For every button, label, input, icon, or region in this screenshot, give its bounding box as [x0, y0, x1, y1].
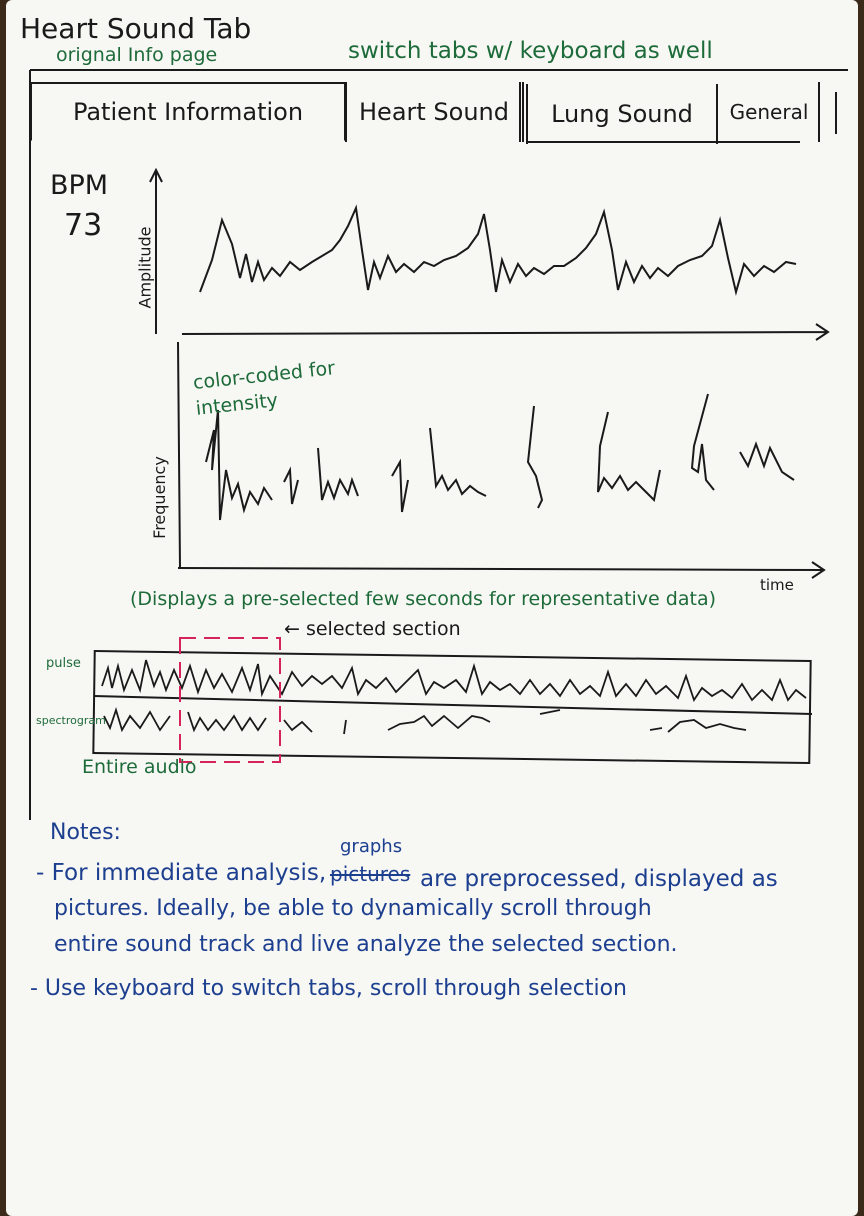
- overview-strip: [92, 649, 812, 765]
- notes-struck-word: pictures: [330, 862, 411, 886]
- notes-line-3: entire sound track and live analyze the …: [54, 932, 678, 957]
- time-axis-label: time: [760, 576, 794, 594]
- tab-lung-sound[interactable]: Lung Sound: [526, 84, 718, 144]
- keyboard-hint: switch tabs w/ keyboard as well: [348, 38, 713, 64]
- selected-section-label: ← selected section: [284, 618, 461, 640]
- entire-audio-label: Entire audio: [82, 756, 197, 778]
- pulse-row-label: pulse: [46, 656, 81, 671]
- tab-heart-sound[interactable]: Heart Sound: [346, 82, 524, 142]
- frequency-axis-y: [177, 341, 181, 569]
- content-frame: [29, 69, 848, 820]
- amplitude-waveform: [199, 204, 797, 296]
- bpm-label: BPM: [50, 170, 109, 201]
- overview-spectrogram-waveform: [103, 707, 747, 735]
- original-info-note: orignal Info page: [56, 44, 218, 66]
- frequency-axis-label: Frequency: [149, 456, 169, 539]
- selected-section-box: [179, 637, 281, 763]
- bpm-value: 73: [64, 208, 103, 243]
- amplitude-axis-label: Amplitude: [135, 226, 155, 309]
- amplitude-axis-x: [181, 323, 830, 341]
- notes-heading: Notes:: [50, 820, 121, 845]
- spectrogram-row-label: spectrogram: [36, 714, 106, 727]
- spectrogram-waveform: [205, 393, 795, 521]
- notes-line-2: pictures. Ideally, be able to dynamicall…: [54, 896, 652, 921]
- notes-inserted-word: graphs: [340, 836, 403, 857]
- frequency-axis-x: [177, 561, 826, 579]
- page-title: Heart Sound Tab: [20, 12, 252, 45]
- notes-line-1b: are preprocessed, displayed as: [420, 866, 778, 892]
- tab-general[interactable]: General: [720, 82, 820, 142]
- overview-divider: [93, 695, 813, 715]
- paper-sheet: [6, 0, 858, 1216]
- amplitude-axis-y: [149, 167, 163, 334]
- notes-line-4: - Use keyboard to switch tabs, scroll th…: [30, 976, 627, 1001]
- display-note: (Displays a pre-selected few seconds for…: [130, 588, 716, 610]
- notes-line-1a: - For immediate analysis,: [36, 860, 327, 886]
- overview-pulse-waveform: [101, 659, 807, 703]
